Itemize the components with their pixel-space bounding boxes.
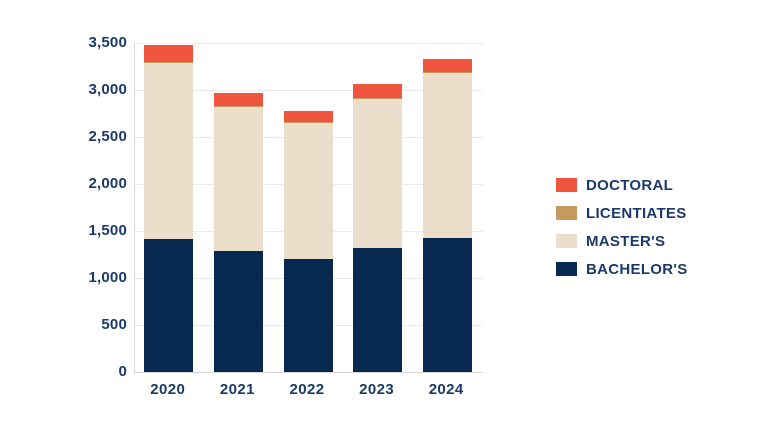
legend-swatch-bachelors xyxy=(556,262,577,276)
legend-item-doctoral: DOCTORAL xyxy=(556,171,688,199)
legend-swatch-masters xyxy=(556,234,577,248)
bar-segment-2022-masters xyxy=(283,122,333,259)
bar-2024 xyxy=(422,58,472,372)
bar-segment-2021-doctoral xyxy=(213,93,263,106)
bar-segment-2020-doctoral xyxy=(144,44,194,63)
bar-segment-2021-masters xyxy=(213,106,263,252)
legend-swatch-licentiates xyxy=(556,206,577,220)
bar-segment-2024-bachelors xyxy=(422,238,472,372)
x-tick-label-2024: 2024 xyxy=(428,381,464,398)
y-tick-label-500: 500 xyxy=(101,316,127,333)
bar-2022 xyxy=(283,110,333,372)
gridline-3500 xyxy=(135,43,483,44)
bar-2021 xyxy=(213,93,263,372)
bar-segment-2022-doctoral xyxy=(283,110,333,123)
legend: DOCTORAL LICENTIATES MASTER'S BACHELOR'S xyxy=(556,171,688,283)
bar-segment-2024-doctoral xyxy=(422,58,472,72)
legend-item-licentiates: LICENTIATES xyxy=(556,199,688,227)
x-tick-label-2020: 2020 xyxy=(150,381,186,398)
legend-swatch-doctoral xyxy=(556,178,577,192)
y-tick-label-2000: 2,000 xyxy=(88,175,127,192)
y-tick-label-3500: 3,500 xyxy=(88,34,127,51)
bar-2023 xyxy=(353,83,403,372)
x-tick-label-2022: 2022 xyxy=(289,381,325,398)
y-tick-label-3000: 3,000 xyxy=(88,81,127,98)
plot-area xyxy=(134,43,483,373)
x-tick-label-2023: 2023 xyxy=(359,381,395,398)
legend-label-licentiates: LICENTIATES xyxy=(586,204,687,222)
bar-segment-2020-masters xyxy=(144,62,194,239)
legend-item-bachelors: BACHELOR'S xyxy=(556,255,688,283)
y-tick-label-1500: 1,500 xyxy=(88,222,127,239)
legend-item-masters: MASTER'S xyxy=(556,227,688,255)
bar-segment-2023-masters xyxy=(353,98,403,249)
bar-segment-2023-bachelors xyxy=(353,248,403,372)
bar-segment-2023-doctoral xyxy=(353,83,403,99)
bar-2020 xyxy=(144,44,194,372)
y-tick-label-1000: 1,000 xyxy=(88,269,127,286)
y-tick-label-2500: 2,500 xyxy=(88,128,127,145)
legend-label-bachelors: BACHELOR'S xyxy=(586,260,688,278)
legend-label-doctoral: DOCTORAL xyxy=(586,176,674,194)
y-tick-label-0: 0 xyxy=(118,363,127,380)
bar-segment-2020-bachelors xyxy=(144,238,194,372)
bar-segment-2024-masters xyxy=(422,72,472,239)
bar-segment-2021-bachelors xyxy=(213,251,263,372)
gridline-3000 xyxy=(135,90,483,91)
legend-label-masters: MASTER'S xyxy=(586,232,666,250)
x-tick-label-2021: 2021 xyxy=(219,381,255,398)
bar-segment-2022-bachelors xyxy=(283,258,333,372)
